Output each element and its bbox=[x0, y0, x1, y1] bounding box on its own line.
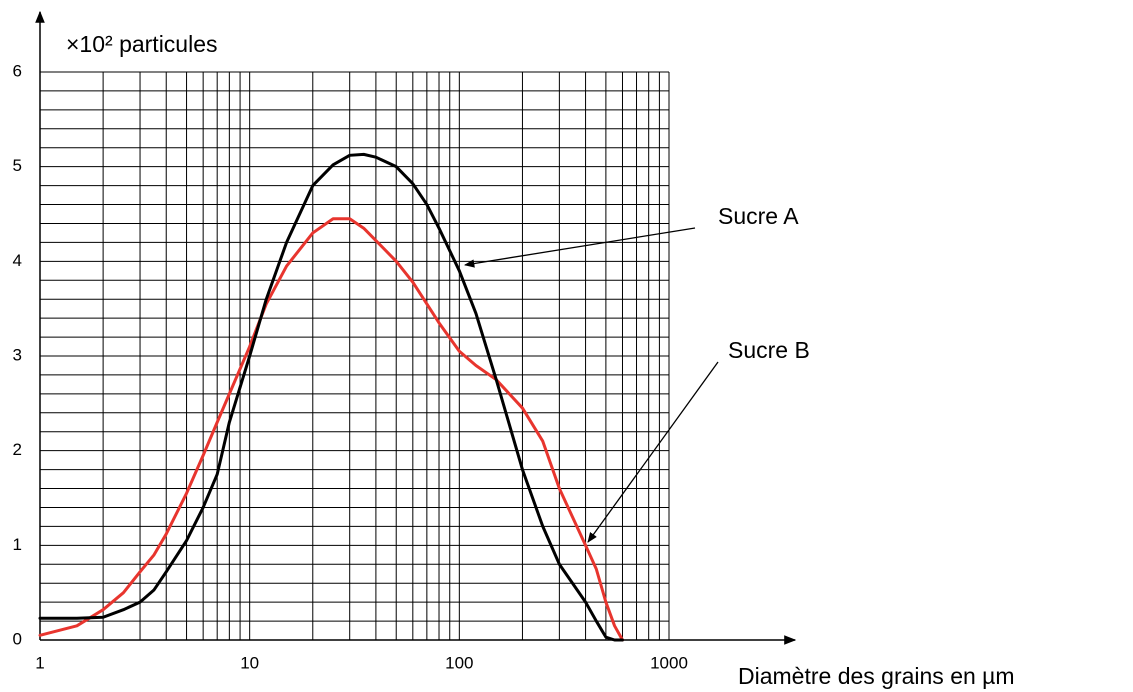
series-line bbox=[38, 152, 624, 642]
x-tick-label: 1000 bbox=[650, 653, 688, 672]
annotation: Sucre B bbox=[728, 337, 810, 363]
annotation-arrow bbox=[587, 361, 719, 543]
series-line bbox=[38, 217, 624, 642]
y-tick-label: 5 bbox=[13, 156, 22, 175]
y-tick-label: 6 bbox=[13, 61, 22, 80]
grid bbox=[39, 71, 670, 641]
x-tick-label: 100 bbox=[445, 653, 473, 672]
y-tick-label: 0 bbox=[13, 629, 22, 648]
y-axis-label: ×10² particules bbox=[66, 31, 218, 57]
y-tick-label: 2 bbox=[13, 440, 22, 459]
y-tick-label: 1 bbox=[13, 535, 22, 554]
annotation: Sucre A bbox=[718, 203, 799, 229]
y-tick-label: 4 bbox=[13, 251, 22, 270]
x-tick-label: 1 bbox=[35, 653, 44, 672]
y-tick-label: 3 bbox=[13, 345, 22, 364]
plot bbox=[38, 152, 624, 642]
annotation-arrow bbox=[463, 227, 696, 268]
x-tick-label: 10 bbox=[240, 653, 259, 672]
x-axis-label: Diamètre des grains en µm bbox=[738, 663, 1015, 689]
